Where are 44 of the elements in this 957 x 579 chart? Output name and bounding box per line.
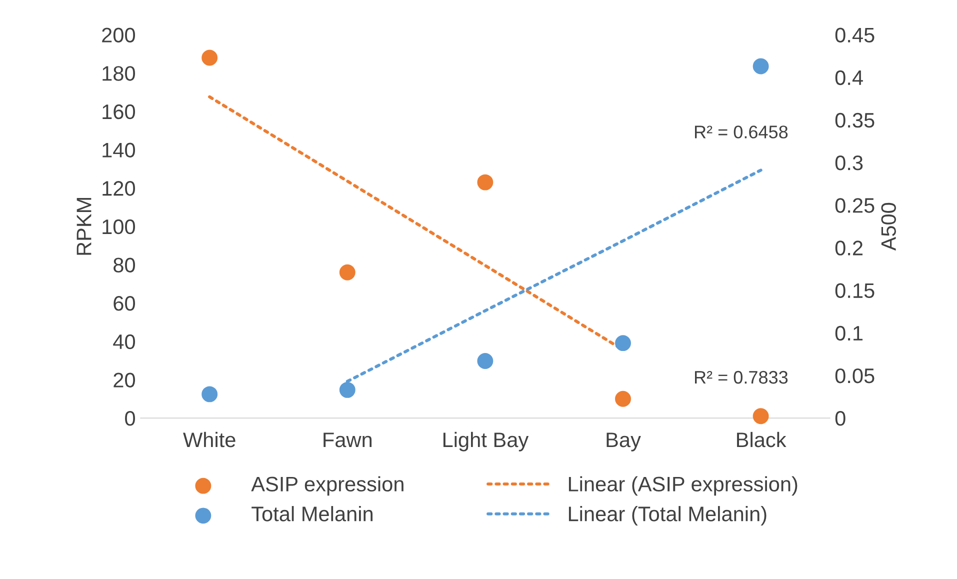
- point: [477, 352, 494, 369]
- y-tick-label: 180: [102, 66, 136, 81]
- y2-tick-label: 0.4: [835, 70, 863, 86]
- y2-tick-label: 0.3: [835, 156, 863, 170]
- x-tick-label: Fawn: [324, 432, 372, 448]
- y2-tick-label: 0: [835, 411, 846, 426]
- legend-label: ASIP expression: [251, 476, 404, 496]
- y2-tick-label: 0.05: [835, 368, 874, 384]
- y-tick-label: 120: [102, 181, 136, 196]
- y-tick-label: 200: [102, 28, 136, 42]
- legend-label: Total Melanin: [252, 506, 372, 522]
- point: [615, 335, 631, 352]
- annotation: R² = 0.7833: [695, 370, 788, 384]
- y2-axis-title: A500: [881, 202, 896, 251]
- x-tick-label: Light Bay: [443, 432, 529, 452]
- y-tick-label: 100: [102, 219, 136, 234]
- y-axis-title: RPKM: [76, 198, 92, 255]
- point: [477, 174, 494, 190]
- legend-label: Linear (ASIP expression): [568, 476, 798, 496]
- y-tick-label: 80: [114, 258, 136, 272]
- point: [202, 50, 218, 66]
- y2-tick-label: 0.1: [835, 326, 863, 341]
- x-tick-label: Bay: [606, 432, 641, 452]
- y-tick-label: 140: [102, 142, 136, 158]
- y-tick-label: 60: [114, 296, 136, 311]
- point: [752, 58, 769, 74]
- x-tick-label: Black: [737, 432, 786, 448]
- annotation: R² = 0.6458: [695, 126, 788, 138]
- y-tick-label: 160: [102, 104, 136, 120]
- point: [339, 382, 356, 398]
- y2-tick-label: 0.2: [835, 240, 862, 256]
- y2-tick-label: 0.25: [835, 198, 874, 213]
- y2-tick-label: 0.45: [835, 28, 874, 42]
- x-tick-label: White: [183, 432, 236, 448]
- point: [202, 386, 218, 402]
- legend-label: Linear (Total Melanin): [568, 506, 766, 526]
- y2-tick-label: 0.35: [835, 112, 874, 128]
- point: [615, 390, 631, 407]
- y-tick-label: 0: [125, 411, 136, 426]
- point: [339, 264, 356, 280]
- point: [752, 408, 769, 424]
- y-tick-label: 40: [113, 334, 136, 350]
- y2-tick-label: 0.15: [835, 283, 874, 298]
- y-tick-label: 20: [114, 372, 136, 388]
